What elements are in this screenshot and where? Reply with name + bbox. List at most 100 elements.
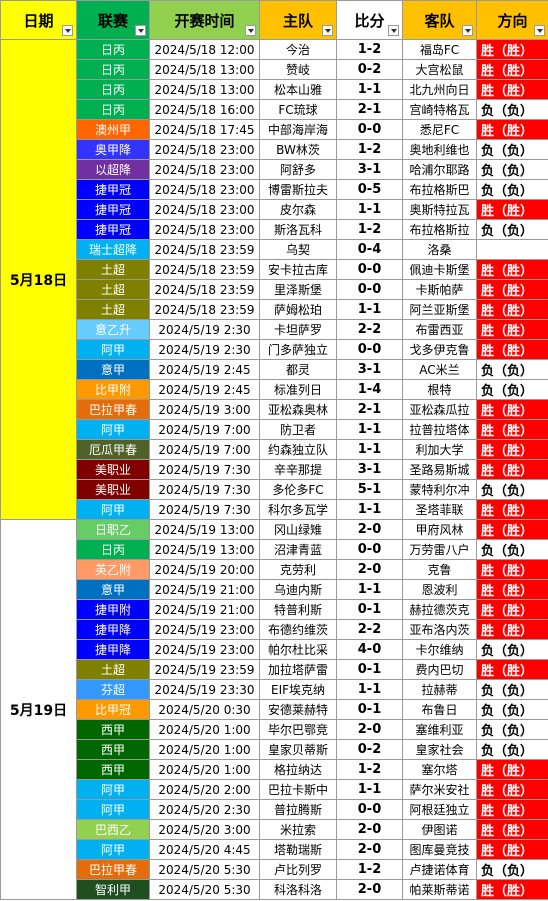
kickoff-time-cell[interactable]: 2024/5/19 7:00 (149, 419, 260, 440)
kickoff-time-cell[interactable]: 2024/5/19 13:00 (149, 539, 260, 560)
kickoff-time-cell[interactable]: 2024/5/19 7:00 (149, 439, 260, 460)
home-team-cell[interactable]: 标准列日 (259, 379, 337, 400)
kickoff-time-cell[interactable]: 2024/5/18 12:00 (149, 39, 260, 60)
league-cell[interactable]: 捷甲降 (76, 619, 150, 640)
league-cell[interactable]: 土超 (76, 659, 150, 680)
league-cell[interactable]: 日丙 (76, 539, 150, 560)
home-team-cell[interactable]: 塔勒瑞斯 (259, 839, 337, 860)
score-cell[interactable]: 0-0 (336, 339, 403, 360)
league-cell[interactable]: 日丙 (76, 59, 150, 80)
home-team-cell[interactable]: 特普利斯 (259, 599, 337, 620)
away-team-cell[interactable]: 赫拉德茨克 (402, 599, 477, 620)
kickoff-time-cell[interactable]: 2024/5/20 1:00 (149, 739, 260, 760)
home-team-cell[interactable]: 普拉腾斯 (259, 799, 337, 820)
table-row[interactable]: 阿甲 2024/5/20 2:00 巴拉卡斯中 1-1 萨尔米安社 胜（胜） (1, 779, 548, 800)
table-row[interactable]: 巴拉甲春 2024/5/19 3:00 亚松森奥林 2-1 亚松森瓜拉 胜（胜） (1, 399, 548, 420)
league-cell[interactable]: 捷甲冠 (76, 179, 150, 200)
kickoff-time-cell[interactable]: 2024/5/18 23:00 (149, 159, 260, 180)
league-cell[interactable]: 厄瓜甲春 (76, 439, 150, 460)
kickoff-time-cell[interactable]: 2024/5/19 21:00 (149, 579, 260, 600)
table-row[interactable]: 意甲 2024/5/19 21:00 乌迪内斯 1-1 恩波利 胜（胜） (1, 579, 548, 600)
home-team-cell[interactable]: 乌契 (259, 239, 337, 260)
league-cell[interactable]: 比甲冠 (76, 699, 150, 720)
away-team-cell[interactable]: 大宫松鼠 (402, 59, 477, 80)
direction-cell[interactable]: 负（负） (476, 139, 548, 160)
table-row[interactable]: 捷甲降 2024/5/19 23:00 帕尔杜比采 4-0 卡尔维纳 负（负） (1, 639, 548, 660)
away-team-cell[interactable]: 洛桑 (402, 239, 477, 260)
away-team-cell[interactable]: 悉尼FC (402, 119, 477, 140)
score-cell[interactable]: 0-1 (336, 699, 403, 720)
direction-cell[interactable]: 负（负） (476, 219, 548, 240)
direction-cell[interactable]: 负（负） (476, 99, 548, 120)
table-row[interactable]: 土超 2024/5/18 23:59 萨姆松珀 1-1 阿兰亚斯堡 胜（胜） (1, 299, 548, 320)
home-team-cell[interactable]: 安德莱赫特 (259, 699, 337, 720)
direction-cell[interactable]: 胜（胜） (476, 819, 548, 840)
score-cell[interactable]: 1-4 (336, 379, 403, 400)
kickoff-time-cell[interactable]: 2024/5/18 23:00 (149, 179, 260, 200)
home-team-cell[interactable]: 布德约维茨 (259, 619, 337, 640)
direction-cell[interactable]: 负（负） (476, 679, 548, 700)
table-row[interactable]: 以超降 2024/5/18 23:00 阿舒多 3-1 哈浦尔耶路 负（负） (1, 159, 548, 180)
away-team-cell[interactable]: 北九州向日 (402, 79, 477, 100)
score-cell[interactable]: 2-0 (336, 719, 403, 740)
filter-dropdown-icon[interactable] (322, 25, 333, 36)
table-row[interactable]: 捷甲附 2024/5/19 21:00 特普利斯 0-1 赫拉德茨克 胜（胜） (1, 599, 548, 620)
home-team-cell[interactable]: 沼津青蓝 (259, 539, 337, 560)
home-team-cell[interactable]: 中部海岸海 (259, 119, 337, 140)
table-row[interactable]: 日丙 2024/5/19 13:00 沼津青蓝 0-0 万劳雷八户 负（负） (1, 539, 548, 560)
kickoff-time-cell[interactable]: 2024/5/19 20:00 (149, 559, 260, 580)
league-cell[interactable]: 土超 (76, 279, 150, 300)
away-team-cell[interactable]: 亚松森瓜拉 (402, 399, 477, 420)
score-cell[interactable]: 0-2 (336, 59, 403, 80)
score-cell[interactable]: 0-0 (336, 539, 403, 560)
kickoff-time-cell[interactable]: 2024/5/19 21:00 (149, 599, 260, 620)
home-team-cell[interactable]: FC琉球 (259, 99, 337, 120)
score-cell[interactable]: 1-1 (336, 679, 403, 700)
home-team-cell[interactable]: 卡坦萨罗 (259, 319, 337, 340)
table-row[interactable]: 日丙 2024/5/18 16:00 FC琉球 2-1 宫崎特格瓦 负（负） (1, 99, 548, 120)
table-row[interactable]: 土超 2024/5/19 23:59 加拉塔萨雷 0-1 费内巴切 胜（胜） (1, 659, 548, 680)
league-cell[interactable]: 巴西乙 (76, 819, 150, 840)
direction-cell[interactable]: 胜（胜） (476, 59, 548, 80)
away-team-cell[interactable]: 图库曼竞技 (402, 839, 477, 860)
direction-cell[interactable]: 胜（胜） (476, 279, 548, 300)
direction-cell[interactable]: 负（负） (476, 699, 548, 720)
score-cell[interactable]: 0-1 (336, 599, 403, 620)
score-cell[interactable]: 3-1 (336, 459, 403, 480)
score-cell[interactable]: 2-0 (336, 819, 403, 840)
filter-dropdown-icon[interactable] (245, 25, 256, 36)
away-team-cell[interactable]: 奥地利维也 (402, 139, 477, 160)
score-cell[interactable]: 5-1 (336, 479, 403, 500)
table-row[interactable]: 比甲冠 2024/5/20 0:30 安德莱赫特 0-1 布鲁日 负（负） (1, 699, 548, 720)
direction-cell[interactable]: 胜（胜） (476, 299, 548, 320)
kickoff-time-cell[interactable]: 2024/5/19 2:30 (149, 319, 260, 340)
away-team-cell[interactable]: AC米兰 (402, 359, 477, 380)
league-cell[interactable]: 比甲附 (76, 379, 150, 400)
away-team-cell[interactable]: 塞维利亚 (402, 719, 477, 740)
direction-cell[interactable]: 负（负） (476, 159, 548, 180)
kickoff-time-cell[interactable]: 2024/5/19 2:45 (149, 359, 260, 380)
league-cell[interactable]: 日丙 (76, 79, 150, 100)
away-team-cell[interactable]: 圣路易斯城 (402, 459, 477, 480)
kickoff-time-cell[interactable]: 2024/5/19 23:00 (149, 639, 260, 660)
away-team-cell[interactable]: 卡斯帕萨 (402, 279, 477, 300)
kickoff-time-cell[interactable]: 2024/5/20 2:00 (149, 779, 260, 800)
away-team-cell[interactable]: 布拉格斯巴 (402, 179, 477, 200)
score-cell[interactable]: 0-4 (336, 239, 403, 260)
home-team-cell[interactable]: BW林茨 (259, 139, 337, 160)
direction-cell[interactable]: 胜（胜） (476, 439, 548, 460)
home-team-cell[interactable]: 赞岐 (259, 59, 337, 80)
home-team-cell[interactable]: 米拉索 (259, 819, 337, 840)
home-team-cell[interactable]: 格拉纳达 (259, 759, 337, 780)
kickoff-time-cell[interactable]: 2024/5/19 2:30 (149, 339, 260, 360)
league-cell[interactable]: 西甲 (76, 739, 150, 760)
home-team-cell[interactable]: 博雷斯拉夫 (259, 179, 337, 200)
kickoff-time-cell[interactable]: 2024/5/19 23:59 (149, 659, 260, 680)
direction-cell[interactable]: 胜（胜） (476, 599, 548, 620)
kickoff-time-cell[interactable]: 2024/5/18 13:00 (149, 79, 260, 100)
score-cell[interactable]: 1-2 (336, 139, 403, 160)
home-team-cell[interactable]: 皮尔森 (259, 199, 337, 220)
direction-cell[interactable]: 胜（胜） (476, 339, 548, 360)
kickoff-time-cell[interactable]: 2024/5/18 23:59 (149, 259, 260, 280)
filter-dropdown-icon[interactable] (388, 25, 399, 36)
